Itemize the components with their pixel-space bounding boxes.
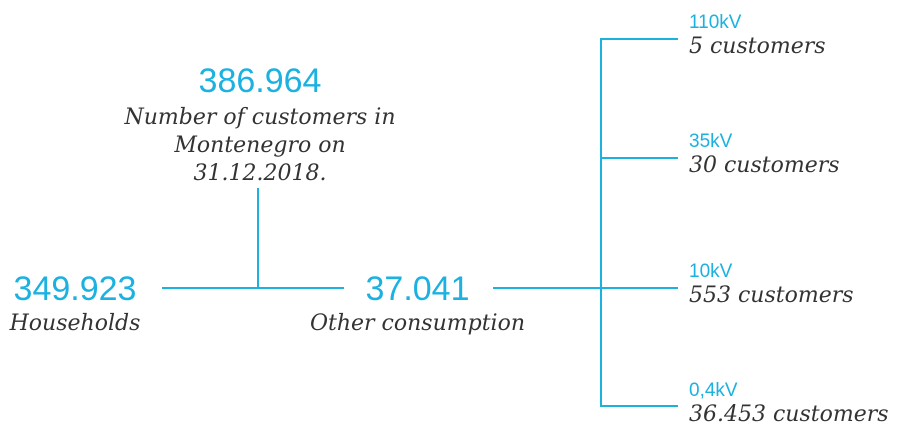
total-block: 386.964 Number of customers in Montenegr… bbox=[110, 62, 410, 188]
level-voltage: 35kV bbox=[689, 131, 733, 152]
level-04kv: 0,4kV 36.453 customers bbox=[689, 380, 889, 428]
level-customers: 553 customers bbox=[689, 283, 854, 308]
voltage-tick-10kv bbox=[600, 287, 678, 289]
total-value: 386.964 bbox=[198, 62, 322, 100]
other-block: 37.041 Other consumption bbox=[300, 270, 535, 338]
other-label: Other consumption bbox=[309, 311, 525, 336]
voltage-bracket-vertical bbox=[600, 38, 602, 407]
voltage-tick-110kv bbox=[600, 38, 678, 40]
total-label-line1: Number of customers in bbox=[124, 105, 396, 130]
voltage-tick-35kv bbox=[600, 157, 678, 159]
level-customers: 30 customers bbox=[689, 153, 840, 178]
households-other-connector bbox=[162, 287, 344, 289]
level-voltage: 10kV bbox=[689, 261, 733, 282]
other-to-bracket-connector bbox=[493, 287, 603, 289]
level-customers: 36.453 customers bbox=[689, 402, 889, 427]
level-customers: 5 customers bbox=[689, 34, 826, 59]
other-value: 37.041 bbox=[365, 270, 470, 308]
level-35kv: 35kV 30 customers bbox=[689, 131, 840, 179]
total-label-line2: Montenegro on 31.12.2018. bbox=[174, 133, 346, 186]
total-connector-vertical bbox=[257, 188, 259, 288]
level-voltage: 110kV bbox=[689, 12, 742, 33]
level-10kv: 10kV 553 customers bbox=[689, 261, 854, 309]
voltage-tick-04kv bbox=[600, 405, 678, 407]
households-label: Households bbox=[9, 311, 141, 336]
level-voltage: 0,4kV bbox=[689, 380, 738, 401]
households-value: 349.923 bbox=[13, 270, 137, 308]
level-110kv: 110kV 5 customers bbox=[689, 12, 826, 60]
households-block: 349.923 Households bbox=[0, 270, 150, 338]
